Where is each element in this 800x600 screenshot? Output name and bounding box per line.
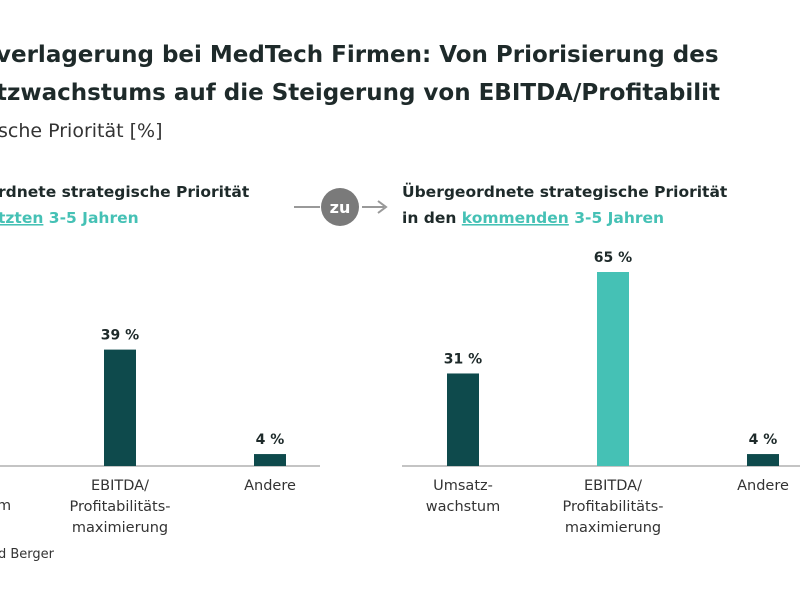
x-tick-label: maximierung: [565, 520, 661, 536]
x-tick-label: Umsatz-: [433, 478, 493, 494]
heading-part: tzten: [0, 209, 43, 227]
value-label: 31 %: [444, 351, 482, 367]
panel-heading: in den kommenden 3-5 Jahren: [402, 209, 664, 227]
bar: [597, 272, 629, 466]
bar: [447, 373, 479, 466]
x-tick-label: maximierung: [72, 520, 168, 536]
value-label: 39 %: [101, 328, 139, 344]
x-tick-label: EBITDA/: [91, 478, 149, 494]
bar: [747, 454, 779, 466]
bar: [254, 454, 286, 466]
bar: [104, 349, 136, 466]
connector-label: zu: [330, 198, 351, 217]
x-tick-label: Andere: [737, 478, 789, 494]
x-tick-label: Andere: [244, 478, 296, 494]
value-label: 4 %: [256, 432, 285, 448]
heading-part: 3-5 Jahren: [569, 209, 664, 227]
heading-part: 3-5 Jahren: [43, 209, 138, 227]
connector-circle: [321, 188, 359, 226]
source: d Berger: [0, 547, 55, 562]
subtitle: sche Priorität [%]: [0, 120, 163, 142]
x-tick-label: wachstum: [426, 499, 500, 515]
x-tick-label: EBITDA/: [584, 478, 642, 494]
arrow-head: [377, 200, 388, 214]
x-tick-label: Profitabilitäts-: [69, 499, 170, 515]
heading-part: kommenden: [462, 209, 569, 227]
heading-part: in den: [402, 209, 462, 227]
panel-heading: tzten 3-5 Jahren: [0, 209, 139, 227]
value-label: 4 %: [749, 432, 778, 448]
title-line: verlagerung bei MedTech Firmen: Von Prio…: [0, 42, 719, 68]
panel-heading: Übergeordnete strategische Priorität: [402, 182, 728, 201]
x-tick-label: Profitabilitäts-: [562, 499, 663, 515]
value-label: 65 %: [594, 250, 632, 266]
x-tick-label: m: [0, 498, 11, 514]
title-line: tzwachstums auf die Steigerung von EBITD…: [0, 80, 720, 106]
panel-heading: rdnete strategische Priorität: [0, 183, 250, 201]
